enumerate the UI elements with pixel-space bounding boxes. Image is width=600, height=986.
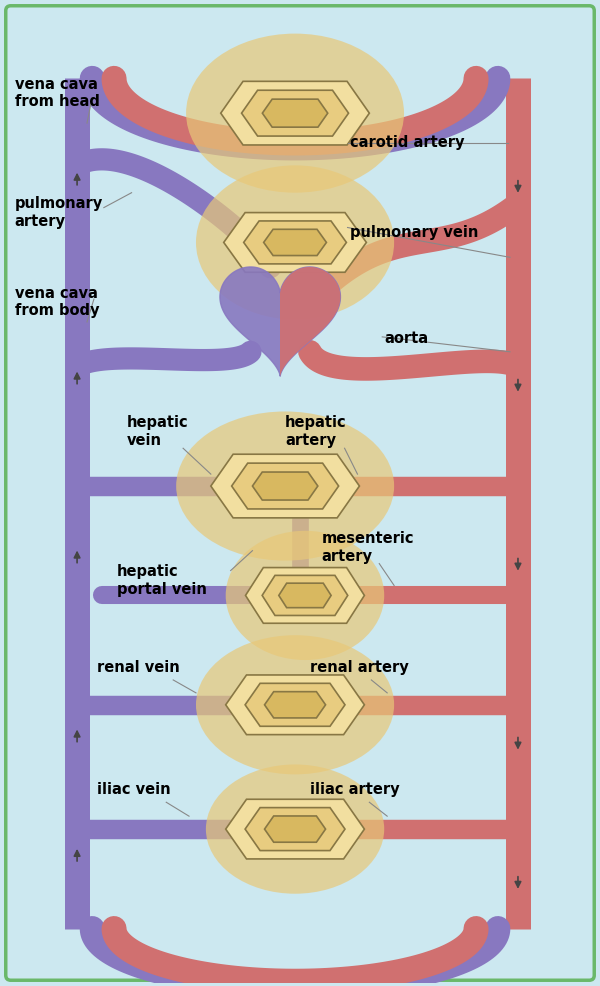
Text: vena cava
from body: vena cava from body — [14, 286, 99, 318]
Polygon shape — [221, 81, 370, 145]
Text: pulmonary
artery: pulmonary artery — [14, 196, 103, 229]
Polygon shape — [211, 455, 359, 518]
Text: renal artery: renal artery — [310, 660, 409, 674]
Text: hepatic
artery: hepatic artery — [285, 415, 347, 448]
Polygon shape — [245, 808, 345, 851]
Polygon shape — [244, 221, 346, 264]
Polygon shape — [262, 576, 348, 615]
Ellipse shape — [226, 530, 384, 660]
Text: aorta: aorta — [384, 331, 428, 346]
Text: mesenteric
artery: mesenteric artery — [322, 531, 414, 564]
Polygon shape — [226, 675, 364, 735]
Ellipse shape — [196, 166, 394, 319]
FancyBboxPatch shape — [6, 6, 594, 980]
Polygon shape — [226, 800, 364, 859]
Text: iliac artery: iliac artery — [310, 782, 400, 797]
Polygon shape — [279, 583, 331, 607]
Text: carotid artery: carotid artery — [350, 135, 464, 151]
Text: renal vein: renal vein — [97, 660, 179, 674]
Polygon shape — [232, 463, 338, 509]
Polygon shape — [220, 267, 340, 377]
Ellipse shape — [206, 764, 384, 893]
Text: vena cava
from head: vena cava from head — [14, 77, 100, 109]
Polygon shape — [224, 213, 367, 272]
Polygon shape — [262, 100, 328, 127]
Text: hepatic
vein: hepatic vein — [127, 415, 188, 448]
Polygon shape — [220, 267, 340, 377]
Polygon shape — [265, 816, 326, 842]
Text: hepatic
portal vein: hepatic portal vein — [117, 564, 206, 597]
Text: iliac vein: iliac vein — [97, 782, 170, 797]
Polygon shape — [253, 472, 318, 500]
Ellipse shape — [196, 635, 394, 774]
Polygon shape — [242, 91, 349, 136]
Ellipse shape — [176, 411, 394, 561]
Text: pulmonary vein: pulmonary vein — [350, 225, 478, 240]
Ellipse shape — [186, 34, 404, 192]
Polygon shape — [265, 691, 326, 718]
Polygon shape — [245, 568, 364, 623]
Polygon shape — [245, 683, 345, 727]
Polygon shape — [263, 230, 326, 255]
